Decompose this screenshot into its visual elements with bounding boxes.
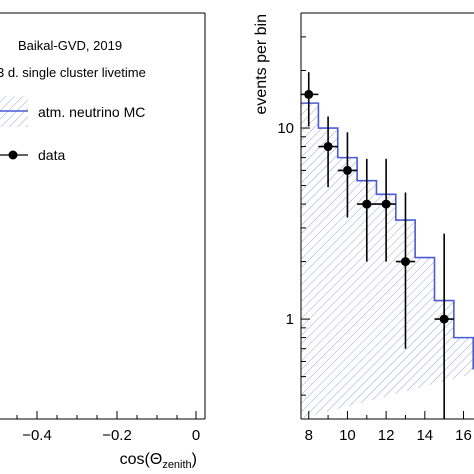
data-point — [304, 89, 314, 99]
right-x-tick-label: 10 — [339, 427, 356, 444]
right-panel: 8 10 12 14 16 1 10 events per bin — [253, 12, 474, 444]
livetime-label: 3 d. single cluster livetime — [0, 65, 146, 80]
left-x-tick-label: −0.2 — [102, 427, 132, 444]
left-panel: −0.4 −0.2 0 cos(Θzenith) Baikal-GVD, 201… — [0, 12, 206, 471]
left-x-tick-label: −0.4 — [22, 427, 52, 444]
right-x-tick-label: 8 — [305, 427, 313, 444]
legend: atm. neutrino MC data — [0, 96, 145, 163]
data-point — [362, 199, 372, 209]
data-point — [439, 314, 449, 324]
legend-mc-label: atm. neutrino MC — [38, 104, 145, 120]
right-x-tick-label: 16 — [455, 427, 472, 444]
experiment-label: Baikal-GVD, 2019 — [18, 38, 122, 53]
right-plot-area — [301, 72, 474, 419]
left-x-tick-label: 0 — [192, 427, 200, 444]
right-y-tick-label: 10 — [277, 120, 294, 137]
right-ticks — [301, 12, 465, 420]
right-x-tick-label: 12 — [378, 427, 395, 444]
data-point — [323, 142, 333, 152]
legend-data-entry: data — [0, 147, 65, 163]
data-point — [381, 199, 391, 209]
right-x-tick-label: 14 — [416, 427, 433, 444]
data-point — [400, 257, 410, 267]
mc-histogram-line — [301, 102, 474, 370]
left-x-axis-label: cos(Θzenith) — [120, 451, 197, 471]
legend-mc-entry: atm. neutrino MC — [0, 96, 145, 127]
data-point — [342, 165, 352, 175]
mc-histogram-fill — [301, 103, 474, 419]
legend-data-label: data — [38, 147, 65, 163]
left-x-ticks — [16, 411, 197, 419]
legend-data-marker — [8, 150, 18, 160]
right-y-axis-label: events per bin — [253, 14, 270, 115]
right-y-tick-label: 1 — [286, 311, 294, 328]
